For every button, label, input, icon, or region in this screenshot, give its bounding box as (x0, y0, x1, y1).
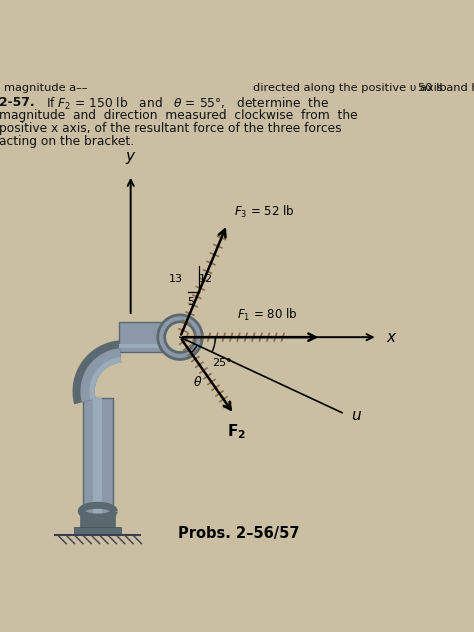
Circle shape (170, 327, 191, 348)
Text: 2-57.: 2-57. (0, 96, 35, 109)
Text: 5: 5 (187, 298, 194, 307)
Bar (82, 398, 113, 514)
Bar (80, 514, 115, 526)
Text: If $F_2$ = 150 lb   and   $\theta$ = 55°,   determine  the: If $F_2$ = 150 lb and $\theta$ = 55°, de… (46, 96, 329, 112)
Text: $\mathbf{F_2}$: $\mathbf{F_2}$ (227, 423, 246, 441)
Text: Probs. 2–56/57: Probs. 2–56/57 (178, 526, 300, 541)
Text: $\theta$: $\theta$ (193, 375, 202, 389)
Text: 50 lb.: 50 lb. (418, 83, 450, 93)
Bar (93, 398, 101, 514)
Text: 12: 12 (200, 274, 213, 284)
Text: $F_1$ = 80 lb: $F_1$ = 80 lb (237, 307, 298, 323)
Text: magnitude  and  direction  measured  clockwise  from  the: magnitude and direction measured clockwi… (0, 109, 357, 122)
Text: magnitude a––: magnitude a–– (4, 83, 87, 93)
Text: directed along the positive υ axis and has: directed along the positive υ axis and h… (253, 83, 474, 93)
Text: positive x axis, of the resultant force of the three forces: positive x axis, of the resultant force … (0, 122, 342, 135)
Text: $F_3$ = 52 lb: $F_3$ = 52 lb (234, 204, 295, 219)
Bar (119, 322, 162, 352)
Text: $y$: $y$ (125, 150, 137, 166)
Text: 25°: 25° (212, 358, 232, 368)
Text: $u$: $u$ (351, 408, 363, 423)
Text: acting on the bracket.: acting on the bracket. (0, 135, 134, 149)
Bar (119, 344, 162, 348)
Bar (74, 526, 121, 535)
Text: $x$: $x$ (386, 330, 398, 344)
Text: 13: 13 (169, 274, 183, 284)
